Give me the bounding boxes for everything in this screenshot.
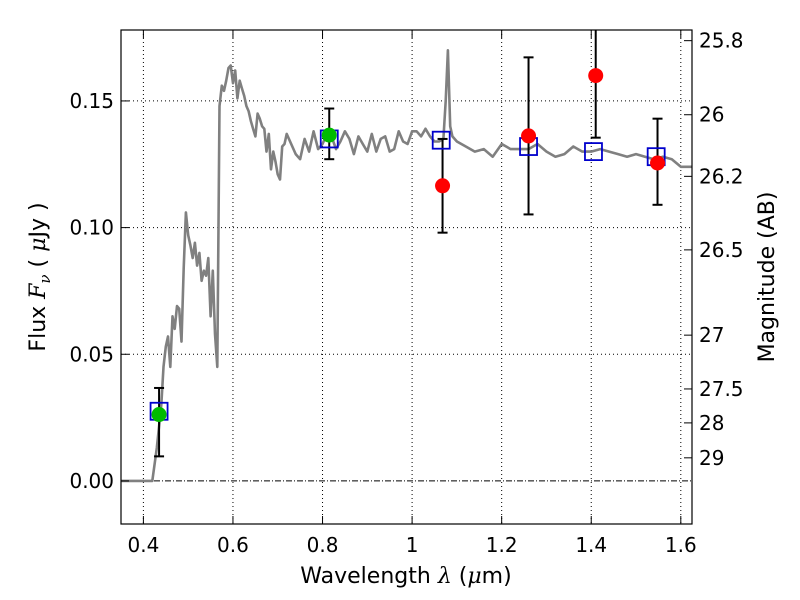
model-photometry-points bbox=[149, 129, 666, 421]
y-axis-title: Flux Fν ( μJy ) bbox=[26, 202, 54, 351]
observed-point bbox=[321, 127, 337, 143]
y2-tick-label: 26 bbox=[699, 103, 724, 127]
y2-tick-label: 29 bbox=[699, 446, 724, 470]
plot-frame bbox=[120, 29, 693, 525]
y-tick-label: 0.15 bbox=[69, 89, 114, 113]
x-tick-label: 1.2 bbox=[486, 533, 518, 557]
model-point bbox=[431, 130, 451, 150]
x-tick-label: 1.4 bbox=[575, 533, 607, 557]
y2-tick-label: 26.2 bbox=[699, 164, 744, 188]
x-tick-label: 1.6 bbox=[665, 533, 697, 557]
x-tick-label: 0.4 bbox=[127, 533, 159, 557]
error-bars bbox=[154, 30, 663, 458]
observed-photometry-points bbox=[151, 68, 666, 423]
y-tick-label: 0.05 bbox=[69, 342, 114, 366]
y2-tick-label: 27.5 bbox=[699, 377, 744, 401]
observed-point bbox=[521, 128, 537, 144]
model-point bbox=[584, 142, 603, 162]
x-tick-label: 0.8 bbox=[307, 533, 339, 557]
observed-point bbox=[588, 68, 604, 84]
y2-tick-label: 27 bbox=[699, 323, 724, 347]
observed-point bbox=[435, 178, 451, 194]
y2-tick-label: 25.8 bbox=[699, 29, 744, 53]
x-tick-label: 0.6 bbox=[217, 533, 249, 557]
observed-point bbox=[151, 407, 167, 423]
x-tick-labels: 0.4 0.6 0.8 1 1.2 1.4 1.6 bbox=[127, 533, 696, 557]
observed-point bbox=[650, 155, 666, 171]
y-tick-label: 0.00 bbox=[69, 469, 114, 493]
y2-tick-labels: 25.8 26 26.2 26.5 27 27.5 28 29 bbox=[699, 29, 744, 470]
y2-tick-label: 26.5 bbox=[699, 238, 744, 262]
y-tick-labels: 0.00 0.05 0.10 0.15 bbox=[69, 89, 114, 493]
x-tick-label: 1 bbox=[406, 533, 419, 557]
y2-tick-label: 28 bbox=[699, 411, 724, 435]
grid bbox=[121, 30, 692, 524]
y-tick-label: 0.10 bbox=[69, 216, 114, 240]
axis-ticks bbox=[121, 30, 692, 524]
sed-model-curve bbox=[121, 49, 692, 483]
x-axis-title: Wavelength λ (μm) bbox=[300, 564, 511, 589]
y2-axis-title: Magnitude (AB) bbox=[755, 192, 780, 363]
